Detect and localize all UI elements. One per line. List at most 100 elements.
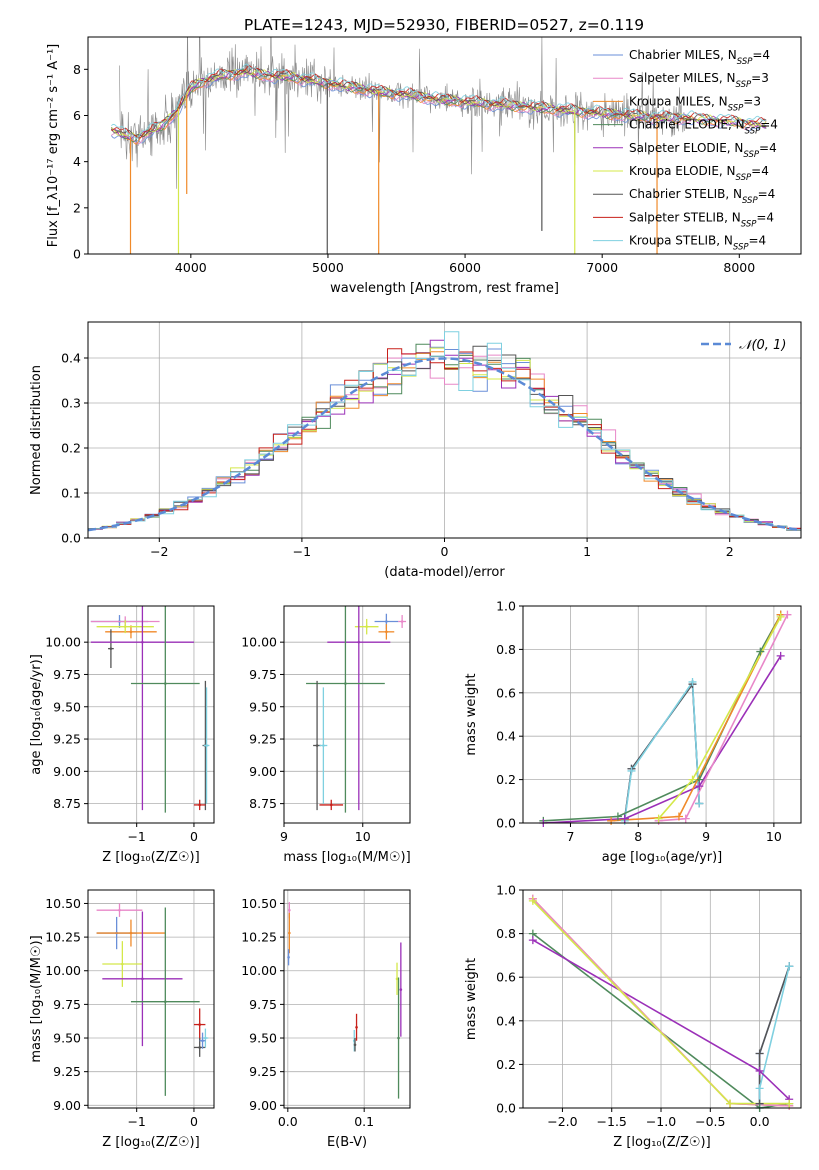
mass-vs-ebv-point-7 <box>397 1036 400 1040</box>
age-vs-mass-point-7 <box>322 744 325 747</box>
spectrum-legend-label-3: Chabrier ELODIE, NSSP=4 <box>629 118 778 137</box>
massweight-vs-age-series-4 <box>543 655 782 823</box>
mass-vs-ebv-ytick-label: 10.50 <box>241 896 277 911</box>
massweight-vs-Z-ytick-label: 0.0 <box>496 1101 516 1116</box>
massweight-vs-Z-marker-2-2 <box>785 962 794 971</box>
massweight-vs-Z-marker-7-1 <box>726 1099 735 1108</box>
spectrum-ytick-label: 6 <box>73 108 81 123</box>
spectrum-model-line-8 <box>111 63 767 140</box>
massweight-vs-Z-xtick-label: −2.0 <box>547 1114 577 1129</box>
mass-vs-ebv-ytick-label: 9.25 <box>249 1064 277 1079</box>
mass-vs-ebv-frame <box>283 889 411 1109</box>
massweight-vs-age-marker-3-1 <box>613 812 622 821</box>
massweight-vs-age-ytick-label: 1.0 <box>496 599 516 614</box>
residuals-ytick-label: 0.4 <box>61 351 81 366</box>
spectrum-legend-label-7: Salpeter STELIB, NSSP=4 <box>629 210 774 229</box>
mass-vs-Z-point-0 <box>118 908 121 912</box>
residuals-xtick-label: 2 <box>726 544 734 559</box>
age-vs-mass-ytick-label: 9.25 <box>249 732 277 747</box>
age-vs-mass-point-3 <box>365 625 368 628</box>
spectrum-legend-label-5: Kroupa ELODIE, NSSP=4 <box>629 164 769 183</box>
massweight-vs-age-xtick-label: 8 <box>634 829 642 844</box>
age-vs-mass-point-2 <box>385 630 388 634</box>
age-vs-mass-point-6 <box>315 744 319 747</box>
massweight-vs-age-series-3 <box>543 614 782 822</box>
massweight-vs-age-marker-4-2 <box>695 782 704 791</box>
massweight-vs-age-series-2 <box>623 679 701 821</box>
age-vs-mass-ytick-label: 9.75 <box>249 667 277 682</box>
age-vs-mass-point-8 <box>329 803 333 807</box>
massweight-vs-age-xtick-label: 10 <box>766 829 782 844</box>
mass-vs-Z-panel <box>88 890 214 1108</box>
mass-vs-Z-point-3 <box>121 962 124 966</box>
massweight-vs-Z-xtick-label: −1.0 <box>646 1114 676 1129</box>
mass-vs-ebv-ytick-label: 10.25 <box>241 930 277 945</box>
spectrum-legend-label-8: Kroupa STELIB, NSSP=4 <box>629 234 766 253</box>
spectrum-legend-label-6: Chabrier STELIB, NSSP=4 <box>629 187 775 206</box>
age-vs-mass-xlabel: mass [log₁₀(M/M☉)] <box>283 850 410 865</box>
spectrum-xtick-label: 4000 <box>175 260 207 275</box>
residuals-xlabel: (data-model)/error <box>384 565 505 580</box>
age-vs-Z-point-6 <box>164 682 167 685</box>
mass-vs-Z-point-6 <box>198 1023 201 1026</box>
spectrum-legend-label-4: Salpeter ELODIE, NSSP=4 <box>629 141 777 160</box>
age-vs-mass-panel <box>283 606 410 823</box>
mass-vs-ebv-point-6 <box>395 977 399 981</box>
spectrum-frame <box>87 36 802 255</box>
spectrum-legend-label-1: Salpeter MILES, NSSP=3 <box>629 71 769 90</box>
massweight-vs-age-marker-4-1 <box>620 814 629 823</box>
age-vs-mass-ytick-label: 9.00 <box>249 764 277 779</box>
massweight-vs-age-ytick-label: 0.2 <box>496 772 516 787</box>
residuals-xtick-label: −1 <box>293 544 311 559</box>
age-vs-Z-xtick-label: 0 <box>190 829 198 844</box>
age-vs-Z-ylabel: age [log₁₀(age/yr)] <box>29 654 44 775</box>
massweight-vs-age-marker-2-2 <box>688 677 697 686</box>
mass-vs-Z-point-2 <box>129 931 133 935</box>
mass-vs-Z-xtick-label: −1 <box>127 1114 145 1129</box>
massweight-vs-age-panel <box>523 605 801 824</box>
mass-vs-Z-ytick-label: 9.75 <box>53 997 81 1012</box>
massweight-vs-Z-marker-4-0 <box>528 936 537 945</box>
mass-vs-ebv-point-0 <box>288 908 291 912</box>
age-vs-mass-frame <box>283 605 411 824</box>
massweight-vs-Z-ytick-label: 0.4 <box>496 1013 516 1028</box>
spectrum-ytick-label: 0 <box>73 247 81 262</box>
mass-vs-Z-point-7 <box>198 1046 201 1049</box>
residuals-xtick-label: 1 <box>583 544 591 559</box>
spectrum-plot-area <box>110 37 767 254</box>
age-vs-Z-plot-area <box>90 606 210 813</box>
massweight-vs-age-plot-area <box>543 614 789 823</box>
age-vs-Z-point-4 <box>109 647 113 650</box>
massweight-vs-Z-series-2 <box>758 966 790 1108</box>
mass-vs-Z-ytick-label: 10.25 <box>45 930 81 945</box>
figure-title: PLATE=1243, MJD=52930, FIBERID=0527, z=0… <box>244 16 644 34</box>
massweight-vs-Z-xtick-label: −1.5 <box>597 1114 627 1129</box>
mass-vs-ebv-ytick-label: 10.00 <box>241 963 277 978</box>
massweight-vs-age-marker-5-0 <box>607 816 616 825</box>
massweight-vs-age-marker-7-1 <box>688 775 697 784</box>
mass-vs-Z-xtick-label: 0 <box>190 1114 198 1129</box>
massweight-vs-age-marker-4-3 <box>776 651 785 660</box>
mass-vs-ebv-ytick-label: 9.50 <box>249 1031 277 1046</box>
massweight-vs-Z-ytick-label: 1.0 <box>496 883 516 898</box>
mass-vs-ebv-point-2 <box>287 955 290 959</box>
mass-vs-ebv-xtick-label: 0.0 <box>278 1114 298 1129</box>
mass-vs-Z-plot-area <box>96 903 209 1096</box>
mass-vs-ebv-ytick-label: 9.75 <box>249 997 277 1012</box>
massweight-vs-age-marker-3-3 <box>756 647 765 656</box>
massweight-vs-Z-ylabel: mass weight <box>464 958 479 1040</box>
spectrum-ytick-label: 8 <box>73 62 81 77</box>
age-vs-mass-ytick-label: 9.50 <box>249 699 277 714</box>
age-vs-Z-point-2 <box>129 630 133 634</box>
spectrum-xlabel: wavelength [Angstrom, rest frame] <box>330 281 559 296</box>
age-vs-mass-xtick-label: 10 <box>355 829 371 844</box>
age-vs-Z-point-9 <box>198 803 201 807</box>
residuals-ytick-label: 0.2 <box>61 441 81 456</box>
mass-vs-Z-point-4 <box>141 977 144 981</box>
massweight-vs-age-ytick-label: 0.4 <box>496 729 516 744</box>
massweight-vs-Z-ytick-label: 0.2 <box>496 1057 516 1072</box>
age-vs-Z-ytick-label: 10.00 <box>45 635 81 650</box>
mass-vs-ebv-xtick-label: 0.1 <box>354 1114 374 1129</box>
spectrum-xtick-label: 8000 <box>723 260 755 275</box>
massweight-vs-Z-marker-4-1 <box>755 1066 764 1075</box>
